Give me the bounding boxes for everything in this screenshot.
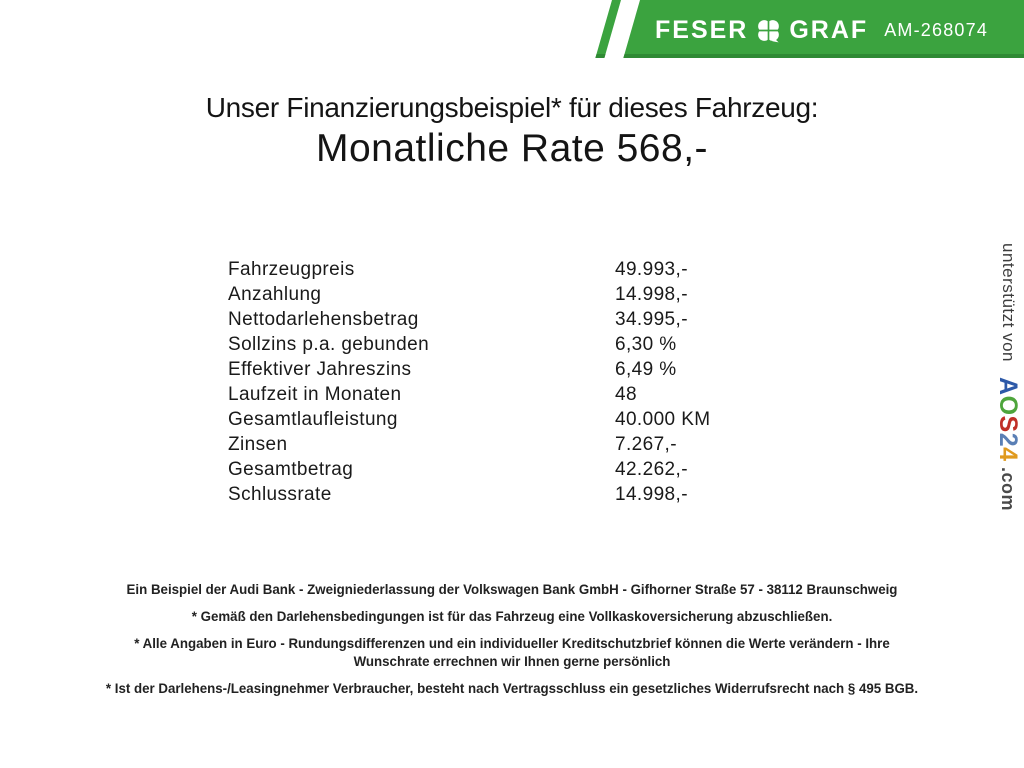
row-label: Gesamtbetrag	[228, 458, 354, 480]
table-row: Sollzins p.a. gebunden 6,30 %	[228, 332, 711, 357]
aos24-logo: AOS24	[994, 377, 1022, 462]
brand-name-feser: FESER	[655, 15, 749, 44]
table-row: Gesamtbetrag 42.262,-	[228, 457, 711, 482]
table-row: Gesamtlaufleistung 40.000 KM	[228, 407, 711, 432]
aos24-logo-letter: 4	[994, 447, 1022, 462]
aos24-logo-letter: S	[994, 415, 1022, 433]
supported-by-credit: unterstützt von AOS24 .com	[993, 243, 1022, 543]
table-row: Nettodarlehensbetrag 34.995,-	[228, 307, 711, 332]
table-row: Zinsen 7.267,-	[228, 432, 711, 457]
table-row: Laufzeit in Monaten 48	[228, 382, 711, 407]
row-value: 14.998,-	[615, 283, 688, 305]
row-value: 6,30 %	[615, 333, 677, 355]
table-row: Effektiver Jahreszins 6,49 %	[228, 357, 711, 382]
financing-example-title: Unser Finanzierungsbeispiel* für dieses …	[205, 92, 819, 123]
row-value: 34.995,-	[615, 308, 688, 330]
aos24-domain-suffix: .com	[998, 467, 1018, 512]
aos24-logo-letter: 2	[994, 432, 1022, 448]
row-value: 49.993,-	[615, 258, 688, 280]
row-value: 7.267,-	[615, 433, 677, 455]
dealer-banner-content: FESER GRAF AM-268074	[655, 0, 988, 60]
row-label: Schlussrate	[228, 483, 332, 505]
insurance-disclaimer: * Gemäß den Darlehensbedingungen ist für…	[191, 608, 833, 624]
withdrawal-rights-disclaimer: * Ist der Darlehens-/Leasingnehmer Verbr…	[105, 680, 919, 696]
row-value: 48	[615, 383, 637, 405]
aos24-logo-letter: O	[994, 395, 1022, 416]
table-row: Anzahlung 14.998,-	[228, 282, 711, 307]
brand-name-graf: GRAF	[789, 15, 869, 44]
supported-by-label: unterstützt von	[999, 243, 1018, 363]
row-label: Anzahlung	[228, 283, 322, 305]
aos24-logo-letter: A	[994, 377, 1022, 396]
row-value: 42.262,-	[615, 458, 688, 480]
table-row: Fahrzeugpreis 49.993,-	[228, 257, 711, 282]
row-value: 6,49 %	[615, 358, 677, 380]
row-label: Nettodarlehensbetrag	[228, 308, 419, 330]
row-label: Zinsen	[228, 433, 288, 455]
euro-disclaimer: * Alle Angaben in Euro - Rundungsdiffere…	[134, 635, 890, 669]
row-value: 40.000 KM	[615, 408, 711, 430]
row-label: Sollzins p.a. gebunden	[228, 333, 430, 355]
row-label: Effektiver Jahreszins	[228, 358, 412, 380]
row-label: Laufzeit in Monaten	[228, 383, 402, 405]
legal-footer: Ein Beispiel der Audi Bank - Zweignieder…	[104, 580, 921, 706]
monthly-rate-headline: Monatliche Rate 568,-	[315, 127, 709, 170]
bank-address-line: Ein Beispiel der Audi Bank - Zweignieder…	[126, 581, 898, 597]
row-label: Fahrzeugpreis	[228, 258, 355, 280]
row-value: 14.998,-	[615, 483, 688, 505]
banner-edge-stripe	[595, 0, 621, 58]
vehicle-reference-number: AM-268074	[884, 19, 989, 40]
finance-table: Fahrzeugpreis 49.993,- Anzahlung 14.998,…	[228, 257, 711, 507]
row-label: Gesamtlaufleistung	[228, 408, 398, 430]
table-row: Schlussrate 14.998,-	[228, 482, 711, 507]
clover-icon	[755, 17, 782, 44]
